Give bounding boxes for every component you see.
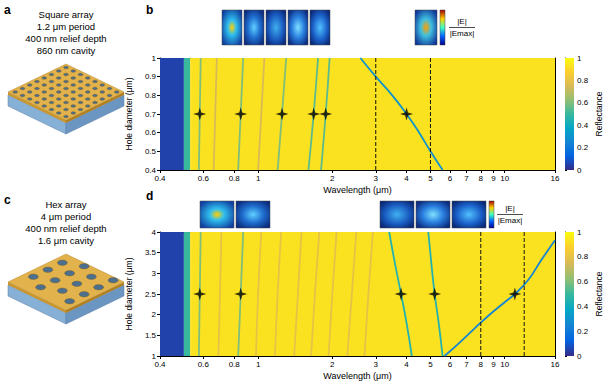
svg-text:c: c bbox=[4, 193, 11, 207]
svg-text:Wavelength (μm): Wavelength (μm) bbox=[323, 371, 391, 381]
svg-text:5: 5 bbox=[428, 360, 433, 369]
svg-text:860 nm cavity: 860 nm cavity bbox=[37, 45, 96, 56]
svg-text:0.4: 0.4 bbox=[154, 174, 166, 183]
svg-text:3: 3 bbox=[374, 360, 379, 369]
svg-text:1.5: 1.5 bbox=[145, 331, 157, 340]
svg-text:0.6: 0.6 bbox=[577, 277, 589, 286]
svg-text:0.5: 0.5 bbox=[145, 147, 157, 156]
svg-text:Reflectance: Reflectance bbox=[594, 271, 604, 316]
svg-text:|E|: |E| bbox=[457, 17, 467, 26]
svg-text:4 μm period: 4 μm period bbox=[41, 211, 91, 222]
svg-text:Square array: Square array bbox=[39, 9, 94, 20]
svg-text:5: 5 bbox=[428, 174, 433, 183]
svg-text:0.4: 0.4 bbox=[577, 121, 589, 130]
svg-text:400 nm relief depth: 400 nm relief depth bbox=[25, 223, 106, 234]
svg-text:1: 1 bbox=[256, 360, 261, 369]
svg-text:10: 10 bbox=[500, 174, 509, 183]
svg-text:7: 7 bbox=[464, 174, 469, 183]
svg-text:9: 9 bbox=[491, 174, 496, 183]
svg-text:|Emax|: |Emax| bbox=[498, 216, 523, 225]
svg-text:0.6: 0.6 bbox=[145, 128, 157, 137]
svg-text:1: 1 bbox=[577, 54, 582, 63]
svg-text:0.8: 0.8 bbox=[577, 76, 589, 85]
svg-text:0.4: 0.4 bbox=[577, 302, 589, 311]
svg-text:1.6 μm cavity: 1.6 μm cavity bbox=[38, 235, 94, 246]
svg-text:0.2: 0.2 bbox=[577, 327, 589, 336]
svg-text:d: d bbox=[146, 189, 153, 203]
svg-text:7: 7 bbox=[464, 360, 469, 369]
svg-text:0.6: 0.6 bbox=[198, 174, 210, 183]
svg-text:0.8: 0.8 bbox=[229, 360, 241, 369]
svg-text:16: 16 bbox=[551, 360, 560, 369]
svg-text:Hex array: Hex array bbox=[45, 199, 86, 210]
svg-text:4: 4 bbox=[152, 228, 157, 237]
svg-text:6: 6 bbox=[448, 360, 453, 369]
svg-text:0: 0 bbox=[577, 352, 582, 361]
svg-text:3.5: 3.5 bbox=[145, 248, 157, 257]
svg-text:2: 2 bbox=[330, 174, 335, 183]
svg-text:400 nm relief depth: 400 nm relief depth bbox=[25, 33, 106, 44]
svg-text:2.5: 2.5 bbox=[145, 290, 157, 299]
svg-text:2: 2 bbox=[152, 310, 157, 319]
svg-text:Hole diameter (μm): Hole diameter (μm) bbox=[124, 77, 134, 150]
svg-text:4: 4 bbox=[404, 360, 409, 369]
svg-text:0.4: 0.4 bbox=[154, 360, 166, 369]
svg-text:0.4: 0.4 bbox=[144, 165, 156, 175]
svg-text:0.8: 0.8 bbox=[145, 91, 157, 100]
svg-text:3: 3 bbox=[374, 174, 379, 183]
svg-text:6: 6 bbox=[448, 174, 453, 183]
svg-text:|Emax|: |Emax| bbox=[450, 29, 475, 38]
svg-text:0: 0 bbox=[577, 166, 582, 175]
svg-text:a: a bbox=[4, 3, 11, 17]
svg-text:9: 9 bbox=[491, 360, 496, 369]
svg-text:8: 8 bbox=[479, 360, 484, 369]
svg-text:Reflectance: Reflectance bbox=[594, 91, 604, 136]
svg-text:0.8: 0.8 bbox=[229, 174, 241, 183]
svg-text:4: 4 bbox=[404, 174, 409, 183]
svg-text:16: 16 bbox=[551, 174, 560, 183]
svg-text:Wavelength (μm): Wavelength (μm) bbox=[323, 185, 391, 195]
svg-text:1: 1 bbox=[151, 351, 156, 361]
svg-text:1: 1 bbox=[256, 174, 261, 183]
svg-text:1: 1 bbox=[152, 54, 157, 63]
svg-text:10: 10 bbox=[500, 360, 509, 369]
svg-text:0.9: 0.9 bbox=[145, 72, 157, 81]
svg-text:0.8: 0.8 bbox=[577, 252, 589, 261]
svg-text:0.7: 0.7 bbox=[145, 110, 157, 119]
svg-text:0.6: 0.6 bbox=[577, 98, 589, 107]
svg-text:3: 3 bbox=[152, 269, 157, 278]
svg-text:0.2: 0.2 bbox=[577, 143, 589, 152]
svg-text:1.2 μm period: 1.2 μm period bbox=[37, 21, 95, 32]
svg-text:Hole diameter (μm): Hole diameter (μm) bbox=[124, 257, 134, 330]
svg-text:b: b bbox=[146, 3, 153, 17]
svg-text:0.6: 0.6 bbox=[198, 360, 210, 369]
svg-text:1: 1 bbox=[577, 228, 582, 237]
svg-text:8: 8 bbox=[479, 174, 484, 183]
svg-text:2: 2 bbox=[330, 360, 335, 369]
svg-text:|E|: |E| bbox=[505, 204, 515, 213]
